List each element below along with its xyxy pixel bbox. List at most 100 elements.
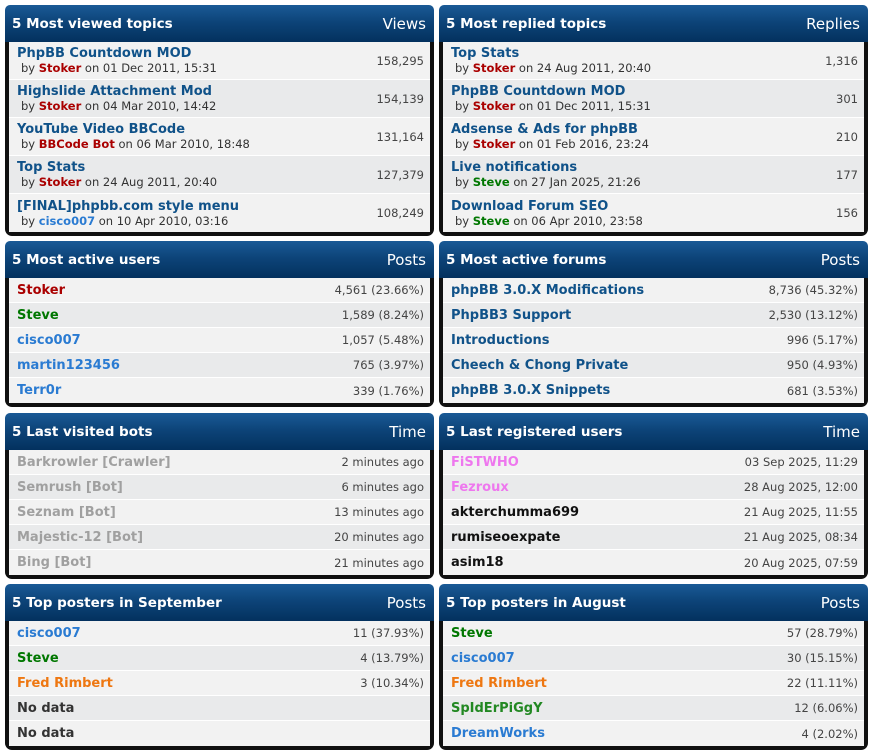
panel-header: 5 Most active users Posts xyxy=(5,241,434,278)
forum-row: Introductions 996 (5.17%) xyxy=(443,328,864,353)
user-row: rumiseoexpate 21 Aug 2025, 08:34 xyxy=(443,525,864,550)
username-link[interactable]: SpIdErPiGgY xyxy=(451,700,543,716)
register-date: 20 Aug 2025, 07:59 xyxy=(743,555,858,570)
by-label: by xyxy=(21,99,36,113)
topic-link[interactable]: Adsense & Ads for phpBB xyxy=(451,122,638,137)
username-link[interactable]: Steve xyxy=(17,307,59,323)
username: akterchumma699 xyxy=(451,504,580,520)
username-link[interactable]: Fezroux xyxy=(451,479,509,495)
forum-row: phpBB 3.0.X Modifications 8,736 (45.32%) xyxy=(443,278,864,303)
username-link[interactable]: DreamWorks xyxy=(451,726,545,741)
username-link[interactable]: Stoker xyxy=(472,137,516,151)
panel-header: 5 Most replied topics Replies xyxy=(439,5,868,42)
panel-header: 5 Top posters in August Posts xyxy=(439,584,868,621)
post-date: on 01 Feb 2016, 23:24 xyxy=(518,137,649,151)
panel-title: 5 Last visited bots xyxy=(12,423,153,440)
topic-link[interactable]: Top Stats xyxy=(17,160,86,175)
panel-title: 5 Top posters in September xyxy=(12,594,222,611)
username-link[interactable]: Stoker xyxy=(38,99,82,113)
username-link[interactable]: BBCode Bot xyxy=(38,137,115,151)
poster-row: Steve 4 (13.79%) xyxy=(9,646,430,671)
poster-row: No data xyxy=(9,721,430,746)
last-registered-users-panel: 5 Last registered users Time FiSTWHO 03 S… xyxy=(439,413,868,579)
topic-row: Top Stats by Stoker on 24 Aug 2011, 20:4… xyxy=(9,156,430,194)
panel-header: 5 Last registered users Time xyxy=(439,413,868,450)
username-link[interactable]: Stoker xyxy=(17,282,66,298)
panel-header: 5 Last visited bots Time xyxy=(5,413,434,450)
forum-link[interactable]: Cheech & Chong Private xyxy=(451,357,629,373)
topic-link[interactable]: PhpBB Countdown MOD xyxy=(451,84,626,99)
topic-link[interactable]: Download Forum SEO xyxy=(451,198,609,214)
topic-link[interactable]: PhpBB Countdown MOD xyxy=(17,46,192,61)
post-count: 996 (5.17%) xyxy=(786,333,858,347)
no-data-label: No data xyxy=(17,700,75,716)
most-active-forums-panel: 5 Most active forums Posts phpBB 3.0.X M… xyxy=(439,241,868,407)
username-link[interactable]: cisco007 xyxy=(17,625,81,641)
post-count: 3 (10.34%) xyxy=(360,676,424,690)
username-link[interactable]: cisco007 xyxy=(38,213,96,228)
column-header: Posts xyxy=(386,593,426,612)
username-link[interactable]: Steve xyxy=(451,625,493,641)
post-date: on 24 Aug 2011, 20:40 xyxy=(518,61,652,75)
reply-count: 301 xyxy=(836,91,858,106)
topic-link[interactable]: Highslide Attachment Mod xyxy=(17,84,212,99)
bot-name: Majestic-12 [Bot] xyxy=(17,529,144,545)
reply-count: 1,316 xyxy=(825,53,858,68)
column-header: Posts xyxy=(820,593,860,612)
poster-row: Fred Rimbert 3 (10.34%) xyxy=(9,671,430,696)
username-link[interactable]: Steve xyxy=(17,650,59,666)
column-header: Posts xyxy=(386,250,426,269)
forum-link[interactable]: PhpBB3 Support xyxy=(451,307,572,323)
by-label: by xyxy=(21,137,36,151)
visit-time: 21 minutes ago xyxy=(334,555,424,570)
bot-row: Seznam [Bot] 13 minutes ago xyxy=(9,500,430,525)
username-link[interactable]: Stoker xyxy=(472,99,516,113)
username-link[interactable]: Fred Rimbert xyxy=(17,675,113,691)
topic-row: [FINAL]phpbb.com style menu by cisco007 … xyxy=(9,194,430,232)
username-link[interactable]: Stoker xyxy=(38,61,82,75)
bot-row: Bing [Bot] 21 minutes ago xyxy=(9,550,430,575)
panel-title: 5 Most active users xyxy=(12,251,161,268)
username-link[interactable]: cisco007 xyxy=(17,332,81,348)
by-label: by xyxy=(455,61,470,75)
topic-link[interactable]: Live notifications xyxy=(451,160,578,175)
poster-row: No data xyxy=(9,696,430,721)
user-row: Terr0r 339 (1.76%) xyxy=(9,378,430,403)
forum-row: Cheech & Chong Private 950 (4.93%) xyxy=(443,353,864,378)
post-date: on 01 Dec 2011, 15:31 xyxy=(84,61,217,75)
topic-link[interactable]: [FINAL]phpbb.com style menu xyxy=(17,198,240,214)
visit-time: 20 minutes ago xyxy=(334,530,424,544)
column-header: Time xyxy=(389,422,426,441)
most-viewed-topics-panel: 5 Most viewed topics Views PhpBB Countdo… xyxy=(5,5,434,236)
username-link[interactable]: Steve xyxy=(472,213,510,228)
username-link[interactable]: Terr0r xyxy=(17,383,62,398)
user-row: asim18 20 Aug 2025, 07:59 xyxy=(443,550,864,575)
bot-name: Seznam [Bot] xyxy=(17,504,116,520)
post-count: 11 (37.93%) xyxy=(352,626,424,640)
forum-link[interactable]: phpBB 3.0.X Snippets xyxy=(451,383,611,398)
by-label: by xyxy=(455,213,470,228)
post-count: 4 (2.02%) xyxy=(801,726,858,741)
username: asim18 xyxy=(451,555,504,570)
topic-link[interactable]: YouTube Video BBCode xyxy=(17,122,186,137)
post-count: 765 (3.97%) xyxy=(352,358,424,372)
top-posters-september-panel: 5 Top posters in September Posts cisco00… xyxy=(5,584,434,750)
column-header: Replies xyxy=(806,14,860,33)
user-row: akterchumma699 21 Aug 2025, 11:55 xyxy=(443,500,864,525)
username-link[interactable]: cisco007 xyxy=(451,650,515,666)
username-link[interactable]: martin123456 xyxy=(17,357,120,373)
username-link[interactable]: Fred Rimbert xyxy=(451,675,547,691)
poster-row: Fred Rimbert 22 (11.11%) xyxy=(443,671,864,696)
forum-link[interactable]: Introductions xyxy=(451,332,550,348)
post-date: on 01 Dec 2011, 15:31 xyxy=(518,99,651,113)
post-count: 12 (6.06%) xyxy=(794,701,858,715)
by-label: by xyxy=(455,175,470,189)
username-link[interactable]: Stoker xyxy=(472,61,516,75)
username-link[interactable]: FiSTWHO xyxy=(451,454,519,470)
username-link[interactable]: Steve xyxy=(472,175,510,189)
topic-link[interactable]: Top Stats xyxy=(451,46,520,61)
forum-link[interactable]: phpBB 3.0.X Modifications xyxy=(451,282,645,298)
topic-row: Highslide Attachment Mod by Stoker on 04… xyxy=(9,80,430,118)
view-count: 158,295 xyxy=(376,53,424,68)
username-link[interactable]: Stoker xyxy=(38,175,82,189)
